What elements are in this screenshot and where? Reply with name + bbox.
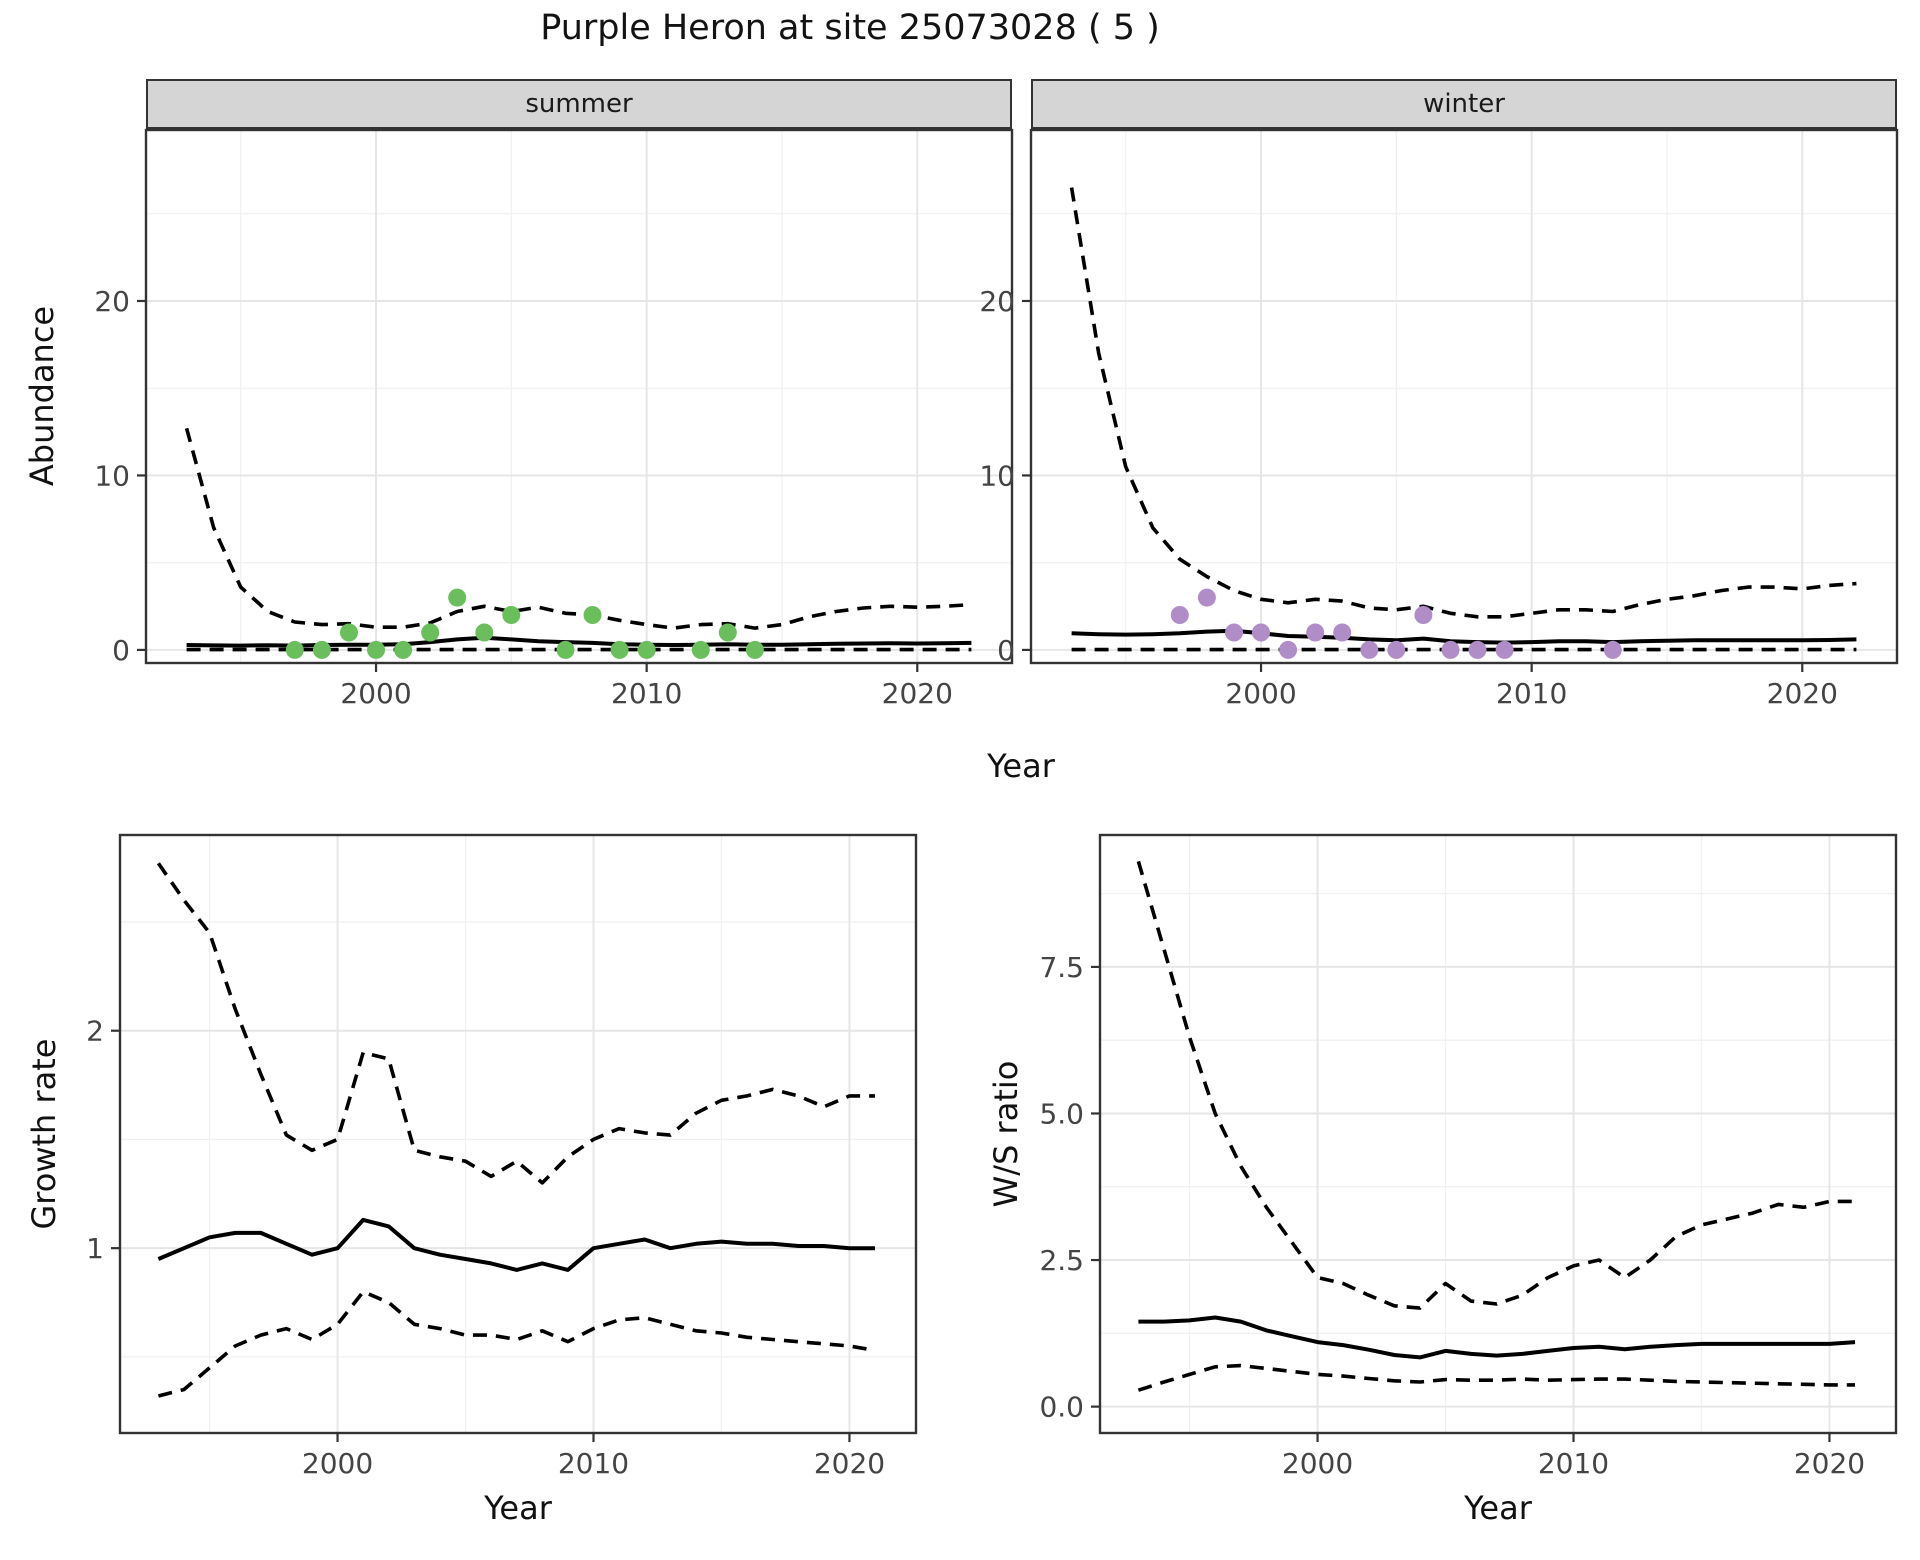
svg-text:0: 0: [997, 634, 1015, 667]
svg-text:5.0: 5.0: [1039, 1097, 1084, 1130]
svg-text:0: 0: [112, 634, 130, 667]
svg-text:2000: 2000: [302, 1447, 373, 1480]
y-axis-title-ws-ratio: W/S ratio: [987, 1060, 1025, 1208]
x-axis-title-year-growth: Year: [484, 1489, 552, 1527]
svg-text:1: 1: [86, 1232, 104, 1265]
svg-text:2020: 2020: [882, 677, 953, 710]
svg-text:2000: 2000: [1282, 1447, 1353, 1480]
svg-text:2010: 2010: [558, 1447, 629, 1480]
svg-text:10: 10: [979, 459, 1015, 492]
winter-abundance-chart: 2000 2010 2020 0 10 20: [979, 128, 1899, 710]
svg-text:2020: 2020: [1767, 677, 1838, 710]
y-axis-title-abundance: Abundance: [23, 305, 61, 487]
svg-text:2: 2: [86, 1015, 104, 1048]
svg-text:2.5: 2.5: [1039, 1244, 1084, 1277]
svg-text:2020: 2020: [1794, 1447, 1865, 1480]
svg-text:2010: 2010: [611, 677, 682, 710]
facet-strip-winter-label: winter: [1423, 89, 1505, 119]
svg-text:7.5: 7.5: [1039, 951, 1084, 984]
facet-strip-summer: summer: [146, 79, 1012, 129]
plot-title: Purple Heron at site 25073028 ( 5 ): [540, 8, 1160, 48]
facet-strip-summer-label: summer: [525, 89, 633, 119]
svg-text:20: 20: [979, 285, 1015, 318]
x-axis-title-year-top: Year: [987, 747, 1055, 785]
svg-text:2010: 2010: [1538, 1447, 1609, 1480]
svg-text:10: 10: [94, 459, 130, 492]
svg-text:0.0: 0.0: [1039, 1391, 1084, 1424]
svg-text:2000: 2000: [1225, 677, 1296, 710]
svg-text:20: 20: [94, 285, 130, 318]
ws-ratio-chart: 2000 2010 2020 0.0 2.5 5.0 7.5: [1039, 833, 1898, 1480]
svg-text:2010: 2010: [1496, 677, 1567, 710]
growth-rate-chart: 2000 2010 2020 1 2: [86, 833, 918, 1480]
facet-strip-winter: winter: [1031, 79, 1897, 129]
svg-text:2000: 2000: [340, 677, 411, 710]
y-axis-title-growth-rate: Growth rate: [25, 1038, 63, 1230]
x-axis-title-year-ws: Year: [1464, 1489, 1532, 1527]
svg-text:2020: 2020: [814, 1447, 885, 1480]
